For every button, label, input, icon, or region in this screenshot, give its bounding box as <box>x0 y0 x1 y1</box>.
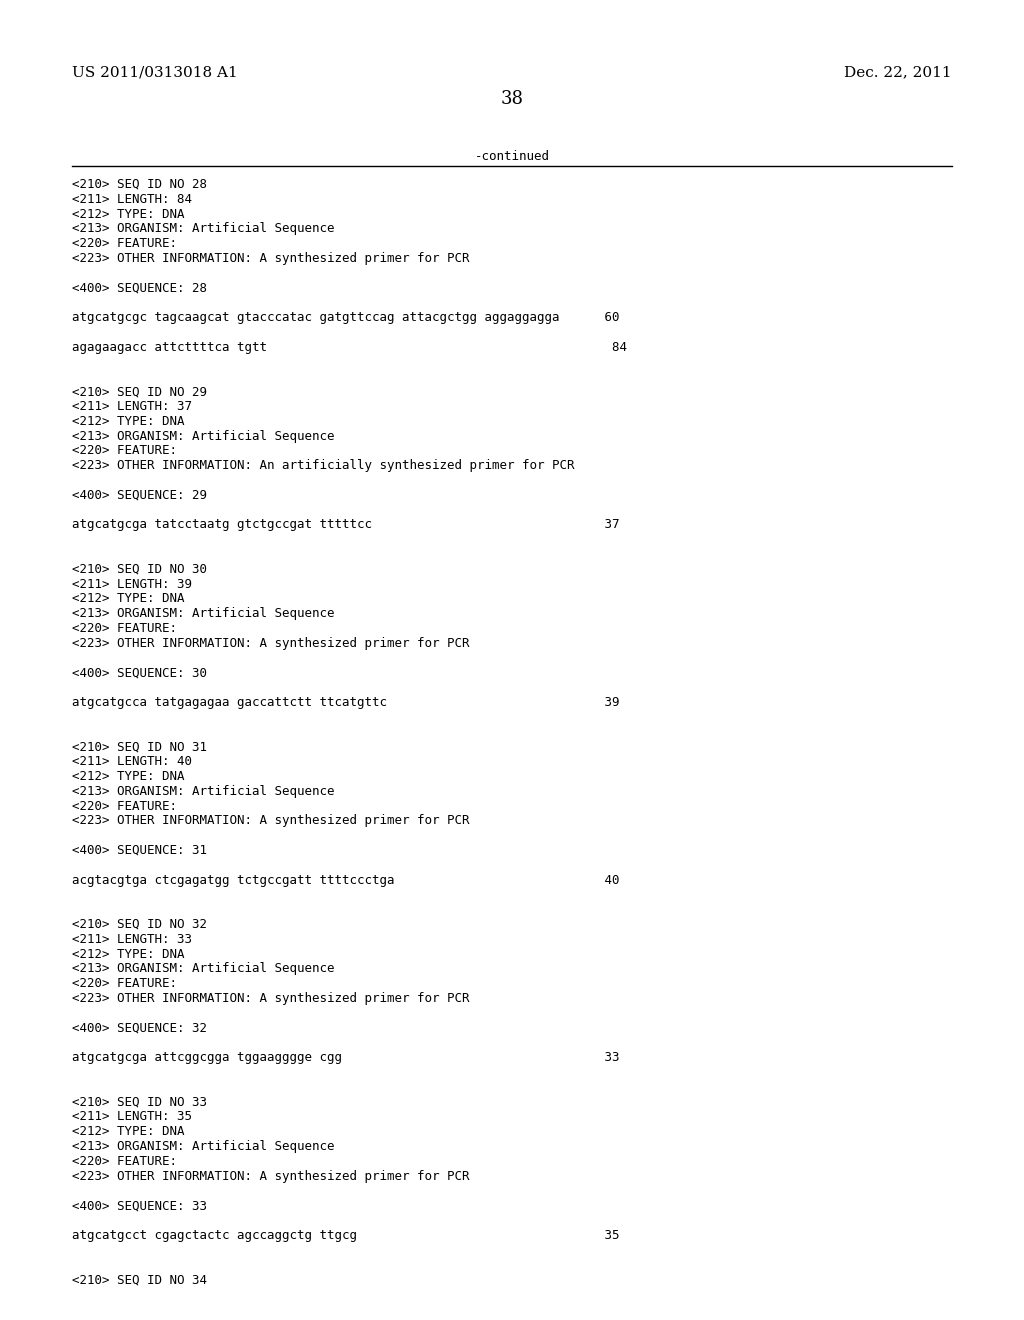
Text: agagaagacc attcttttca tgtt                                              84: agagaagacc attcttttca tgtt 84 <box>72 341 627 354</box>
Text: <212> TYPE: DNA: <212> TYPE: DNA <box>72 593 184 606</box>
Text: <223> OTHER INFORMATION: A synthesized primer for PCR: <223> OTHER INFORMATION: A synthesized p… <box>72 814 469 828</box>
Text: <212> TYPE: DNA: <212> TYPE: DNA <box>72 207 184 220</box>
Text: <210> SEQ ID NO 33: <210> SEQ ID NO 33 <box>72 1096 207 1109</box>
Text: <210> SEQ ID NO 31: <210> SEQ ID NO 31 <box>72 741 207 754</box>
Text: <213> ORGANISM: Artificial Sequence: <213> ORGANISM: Artificial Sequence <box>72 962 335 975</box>
Text: <400> SEQUENCE: 31: <400> SEQUENCE: 31 <box>72 843 207 857</box>
Text: <211> LENGTH: 39: <211> LENGTH: 39 <box>72 578 193 590</box>
Text: <213> ORGANISM: Artificial Sequence: <213> ORGANISM: Artificial Sequence <box>72 222 335 235</box>
Text: acgtacgtga ctcgagatgg tctgccgatt ttttccctga                            40: acgtacgtga ctcgagatgg tctgccgatt ttttccc… <box>72 874 620 887</box>
Text: <212> TYPE: DNA: <212> TYPE: DNA <box>72 1125 184 1138</box>
Text: <211> LENGTH: 84: <211> LENGTH: 84 <box>72 193 193 206</box>
Text: <213> ORGANISM: Artificial Sequence: <213> ORGANISM: Artificial Sequence <box>72 607 335 620</box>
Text: <220> FEATURE:: <220> FEATURE: <box>72 800 177 813</box>
Text: atgcatgcct cgagctactc agccaggctg ttgcg                                 35: atgcatgcct cgagctactc agccaggctg ttgcg 3… <box>72 1229 620 1242</box>
Text: <223> OTHER INFORMATION: A synthesized primer for PCR: <223> OTHER INFORMATION: A synthesized p… <box>72 636 469 649</box>
Text: -continued: -continued <box>474 150 550 162</box>
Text: US 2011/0313018 A1: US 2011/0313018 A1 <box>72 65 238 79</box>
Text: <220> FEATURE:: <220> FEATURE: <box>72 445 177 458</box>
Text: <211> LENGTH: 35: <211> LENGTH: 35 <box>72 1110 193 1123</box>
Text: <220> FEATURE:: <220> FEATURE: <box>72 977 177 990</box>
Text: <211> LENGTH: 33: <211> LENGTH: 33 <box>72 933 193 946</box>
Text: <220> FEATURE:: <220> FEATURE: <box>72 1155 177 1168</box>
Text: <400> SEQUENCE: 32: <400> SEQUENCE: 32 <box>72 1022 207 1035</box>
Text: atgcatgcgc tagcaagcat gtacccatac gatgttccag attacgctgg aggaggagga      60: atgcatgcgc tagcaagcat gtacccatac gatgttc… <box>72 312 620 325</box>
Text: <223> OTHER INFORMATION: A synthesized primer for PCR: <223> OTHER INFORMATION: A synthesized p… <box>72 993 469 1005</box>
Text: <211> LENGTH: 37: <211> LENGTH: 37 <box>72 400 193 413</box>
Text: <400> SEQUENCE: 28: <400> SEQUENCE: 28 <box>72 281 207 294</box>
Text: atgcatgcga attcggcgga tggaagggge cgg                                   33: atgcatgcga attcggcgga tggaagggge cgg 33 <box>72 1051 620 1064</box>
Text: <210> SEQ ID NO 34: <210> SEQ ID NO 34 <box>72 1274 207 1286</box>
Text: <212> TYPE: DNA: <212> TYPE: DNA <box>72 948 184 961</box>
Text: <210> SEQ ID NO 30: <210> SEQ ID NO 30 <box>72 562 207 576</box>
Text: <220> FEATURE:: <220> FEATURE: <box>72 622 177 635</box>
Text: <220> FEATURE:: <220> FEATURE: <box>72 238 177 251</box>
Text: <210> SEQ ID NO 29: <210> SEQ ID NO 29 <box>72 385 207 399</box>
Text: <211> LENGTH: 40: <211> LENGTH: 40 <box>72 755 193 768</box>
Text: <400> SEQUENCE: 33: <400> SEQUENCE: 33 <box>72 1199 207 1212</box>
Text: <212> TYPE: DNA: <212> TYPE: DNA <box>72 414 184 428</box>
Text: Dec. 22, 2011: Dec. 22, 2011 <box>845 65 952 79</box>
Text: 38: 38 <box>501 90 523 108</box>
Text: <213> ORGANISM: Artificial Sequence: <213> ORGANISM: Artificial Sequence <box>72 429 335 442</box>
Text: <400> SEQUENCE: 29: <400> SEQUENCE: 29 <box>72 488 207 502</box>
Text: <213> ORGANISM: Artificial Sequence: <213> ORGANISM: Artificial Sequence <box>72 785 335 797</box>
Text: <210> SEQ ID NO 28: <210> SEQ ID NO 28 <box>72 178 207 191</box>
Text: <210> SEQ ID NO 32: <210> SEQ ID NO 32 <box>72 917 207 931</box>
Text: <213> ORGANISM: Artificial Sequence: <213> ORGANISM: Artificial Sequence <box>72 1140 335 1152</box>
Text: <223> OTHER INFORMATION: A synthesized primer for PCR: <223> OTHER INFORMATION: A synthesized p… <box>72 252 469 265</box>
Text: atgcatgcca tatgagagaa gaccattctt ttcatgttc                             39: atgcatgcca tatgagagaa gaccattctt ttcatgt… <box>72 696 620 709</box>
Text: <223> OTHER INFORMATION: An artificially synthesized primer for PCR: <223> OTHER INFORMATION: An artificially… <box>72 459 574 473</box>
Text: atgcatgcga tatcctaatg gtctgccgat tttttcc                               37: atgcatgcga tatcctaatg gtctgccgat tttttcc… <box>72 519 620 532</box>
Text: <400> SEQUENCE: 30: <400> SEQUENCE: 30 <box>72 667 207 680</box>
Text: <223> OTHER INFORMATION: A synthesized primer for PCR: <223> OTHER INFORMATION: A synthesized p… <box>72 1170 469 1183</box>
Text: <212> TYPE: DNA: <212> TYPE: DNA <box>72 770 184 783</box>
